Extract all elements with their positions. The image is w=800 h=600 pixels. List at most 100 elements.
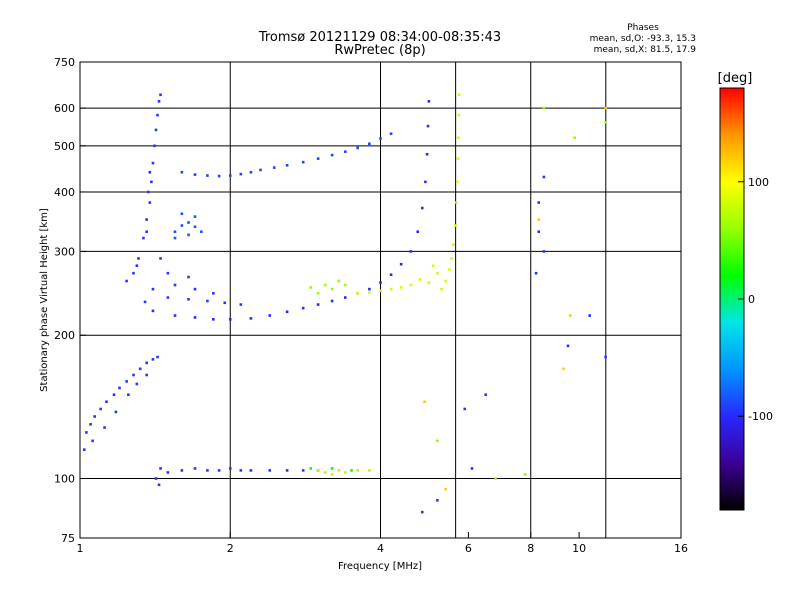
data-point xyxy=(91,439,94,443)
data-point xyxy=(151,287,155,291)
x-tick-label: 6 xyxy=(465,542,472,555)
data-point xyxy=(309,286,313,289)
data-point xyxy=(153,144,156,148)
data-point xyxy=(523,473,527,476)
data-point xyxy=(187,275,190,279)
data-point xyxy=(239,172,243,176)
data-point xyxy=(427,281,431,284)
data-point xyxy=(330,153,334,157)
data-point xyxy=(450,257,453,260)
data-point xyxy=(379,137,382,140)
data-point xyxy=(180,170,184,174)
data-point xyxy=(452,243,455,246)
data-point xyxy=(454,224,457,227)
data-point xyxy=(399,262,403,266)
data-point xyxy=(159,257,162,260)
data-point xyxy=(337,279,341,283)
data-point xyxy=(125,279,128,283)
data-point xyxy=(249,469,253,472)
data-point xyxy=(166,296,170,299)
data-point xyxy=(118,386,121,390)
x-tick-label: 16 xyxy=(674,542,688,555)
data-point xyxy=(301,160,305,164)
data-point xyxy=(350,469,353,472)
chart-subtitle: RwPretec (8p) xyxy=(334,43,425,58)
data-point xyxy=(145,373,148,377)
data-point xyxy=(132,373,135,377)
data-point xyxy=(389,273,393,277)
data-point xyxy=(249,170,253,174)
data-point xyxy=(180,224,184,227)
data-point xyxy=(420,510,424,514)
data-point xyxy=(135,264,139,267)
data-point xyxy=(125,380,128,383)
data-point xyxy=(418,278,422,281)
data-point xyxy=(534,271,538,275)
data-point xyxy=(268,469,272,472)
data-point xyxy=(148,170,152,174)
data-point xyxy=(154,477,158,480)
data-point xyxy=(457,136,460,140)
data-point xyxy=(330,467,334,470)
data-point xyxy=(193,467,197,470)
data-point xyxy=(180,212,184,216)
data-point xyxy=(379,289,382,293)
data-point xyxy=(127,393,130,397)
data-point xyxy=(604,106,607,110)
data-point xyxy=(309,467,313,470)
data-point xyxy=(228,318,232,321)
data-point xyxy=(173,236,177,240)
data-point xyxy=(285,164,289,167)
data-point xyxy=(93,415,96,418)
data-point xyxy=(157,100,161,103)
data-point xyxy=(457,113,461,117)
data-point xyxy=(272,166,276,169)
data-point xyxy=(187,221,190,224)
colorbar-tick-label: -100 xyxy=(748,410,773,423)
data-point xyxy=(470,467,474,470)
data-point xyxy=(379,281,382,284)
data-point xyxy=(193,316,197,319)
data-point xyxy=(323,471,327,474)
data-point xyxy=(145,218,148,221)
data-point xyxy=(193,225,197,229)
data-point xyxy=(193,173,197,176)
data-point xyxy=(537,218,541,221)
data-point xyxy=(223,301,227,305)
data-point xyxy=(217,174,221,178)
data-point xyxy=(420,206,424,210)
x-tick-label: 10 xyxy=(572,542,586,555)
data-point xyxy=(173,314,177,317)
data-point xyxy=(427,100,431,103)
data-point xyxy=(424,180,427,184)
data-point xyxy=(542,175,546,179)
data-point xyxy=(343,150,347,153)
colorbar-label: [deg] xyxy=(718,71,753,86)
data-point xyxy=(440,287,443,291)
data-points xyxy=(82,93,607,514)
data-point xyxy=(137,257,140,260)
data-point xyxy=(330,287,334,291)
data-point xyxy=(166,471,170,474)
data-point xyxy=(426,124,430,128)
chart-title: Tromsø 20121129 08:34:00-08:35:43 xyxy=(258,30,501,45)
x-tick-label: 8 xyxy=(527,542,534,555)
y-tick-label: 200 xyxy=(54,329,75,342)
x-axis-label: Frequency [MHz] xyxy=(338,561,422,572)
data-point xyxy=(206,299,209,303)
data-point xyxy=(268,314,272,317)
colorbar-ticks: 100 0 -100 xyxy=(738,176,773,423)
data-point xyxy=(368,287,371,291)
data-point xyxy=(463,407,467,411)
data-point xyxy=(148,201,152,204)
data-point xyxy=(156,113,159,117)
data-point xyxy=(337,469,341,472)
data-point xyxy=(143,300,147,304)
data-point xyxy=(180,469,184,472)
x-tick-label: 1 xyxy=(77,542,84,555)
data-point xyxy=(457,93,461,97)
data-point xyxy=(436,499,439,502)
data-point xyxy=(114,410,118,414)
data-point xyxy=(249,317,253,320)
data-point xyxy=(285,469,289,472)
